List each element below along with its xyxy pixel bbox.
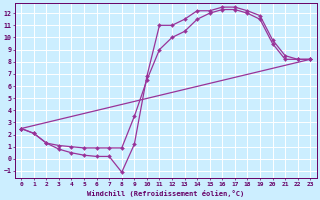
X-axis label: Windchill (Refroidissement éolien,°C): Windchill (Refroidissement éolien,°C): [87, 190, 244, 197]
